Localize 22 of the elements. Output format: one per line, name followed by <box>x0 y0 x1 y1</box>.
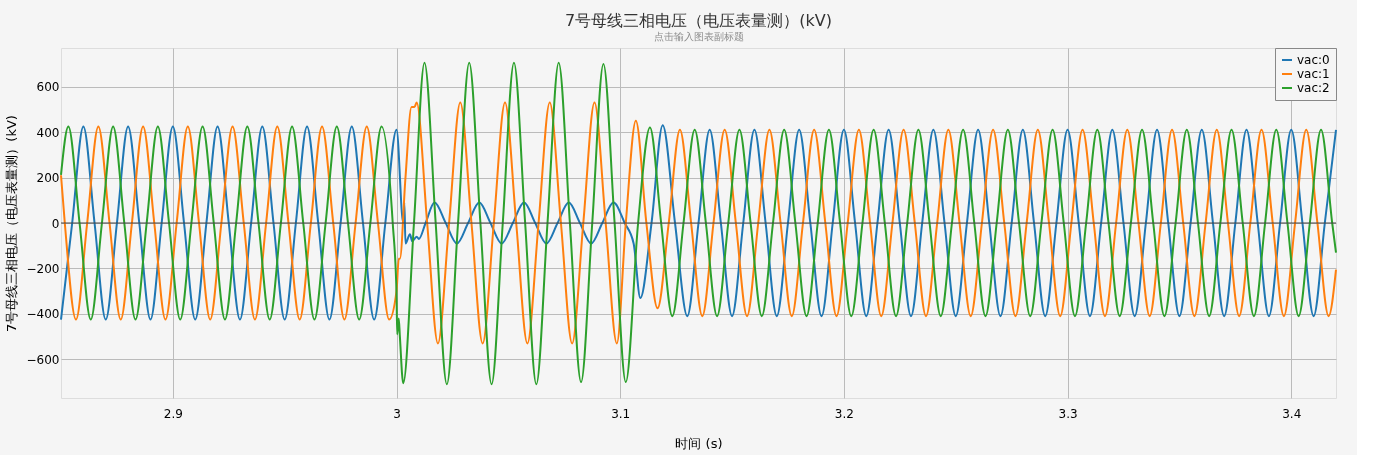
legend-label: vac:0 <box>1297 53 1330 67</box>
y-tick-label: 400 <box>36 125 60 140</box>
chart-subtitle: 点击输入图表副标题 <box>653 30 744 42</box>
line-series <box>60 124 1337 321</box>
legend-label: vac:1 <box>1297 67 1330 81</box>
x-tick-label: 2.9 <box>163 406 183 421</box>
chart-title: 7号母线三相电压（电压表量测）(kV) <box>565 10 832 30</box>
line-series <box>60 101 1337 345</box>
x-tick-label: 3.3 <box>1058 406 1078 421</box>
x-axis-title: 时间 (s) <box>675 435 723 451</box>
y-axis-title: 7号母线三相电压（电压表量测）(kV) <box>3 115 19 332</box>
x-tick-label: 3.2 <box>834 406 854 421</box>
x-tick-label: 3.4 <box>1282 406 1302 421</box>
y-tick-label: −400 <box>26 307 60 322</box>
y-tick-label: −200 <box>26 261 60 276</box>
y-tick-label: −600 <box>26 352 60 367</box>
legend-label: vac:2 <box>1297 81 1330 95</box>
y-tick-label: 0 <box>51 216 60 231</box>
y-tick-label: 600 <box>36 80 60 95</box>
y-tick-label: 200 <box>36 171 60 186</box>
x-tick-label: 3.1 <box>611 406 631 421</box>
x-tick-label: 3 <box>393 406 401 421</box>
